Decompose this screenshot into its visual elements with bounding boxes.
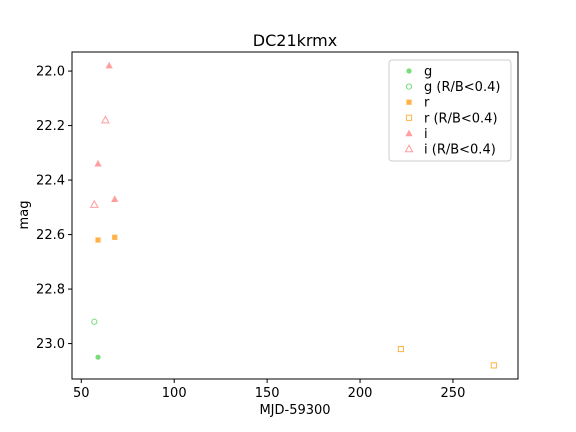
x-tick-label: 50	[73, 386, 90, 401]
y-tick-label: 22.0	[36, 65, 65, 80]
data-point	[101, 115, 110, 124]
y-tick-label: 22.2	[36, 119, 65, 134]
legend-marker	[405, 129, 413, 137]
data-point	[89, 199, 99, 208]
data-point	[112, 234, 118, 240]
y-tick-label: 22.4	[36, 174, 65, 189]
plot-marks	[89, 61, 497, 369]
x-axis: 50 100 150 200 250	[73, 379, 465, 401]
plot-frame	[71, 51, 519, 380]
legend-label: i	[424, 127, 428, 142]
legend-marker	[406, 68, 412, 74]
legend-label: r (R/B<0.4)	[424, 111, 498, 126]
legend-label: i (R/B<0.4)	[424, 143, 496, 158]
y-tick-label: 23.0	[36, 337, 65, 352]
y-axis-label: mag	[17, 201, 32, 230]
legend-marker	[405, 114, 413, 121]
x-tick-label: 150	[255, 386, 280, 401]
data-point	[105, 61, 113, 69]
data-point	[95, 237, 101, 243]
chart-title: DC21krmx	[253, 31, 337, 50]
data-point	[397, 345, 405, 353]
data-point	[111, 195, 119, 202]
data-point	[490, 362, 497, 369]
legend-marker	[406, 99, 412, 105]
legend-marker	[405, 83, 413, 90]
legend-marker	[404, 144, 414, 153]
legend-label: g	[424, 65, 432, 80]
y-tick-label: 22.6	[36, 228, 65, 243]
legend: gg (R/B<0.4)rr (R/B<0.4)ii (R/B<0.4)	[388, 59, 512, 162]
x-tick-label: 250	[441, 386, 466, 401]
data-point	[95, 354, 101, 360]
y-tick-label: 22.8	[36, 283, 65, 298]
data-point	[94, 159, 102, 167]
legend-box	[388, 59, 512, 162]
x-axis-label: MJD-59300	[259, 403, 330, 418]
legend-label: g (R/B<0.4)	[424, 80, 500, 95]
x-tick-label: 200	[348, 386, 373, 401]
x-tick-label: 100	[162, 386, 187, 401]
legend-label: r	[424, 96, 430, 111]
data-point	[91, 318, 98, 325]
y-axis: 22.0 22.2 22.4 22.6 22.8 23.0	[36, 65, 72, 352]
